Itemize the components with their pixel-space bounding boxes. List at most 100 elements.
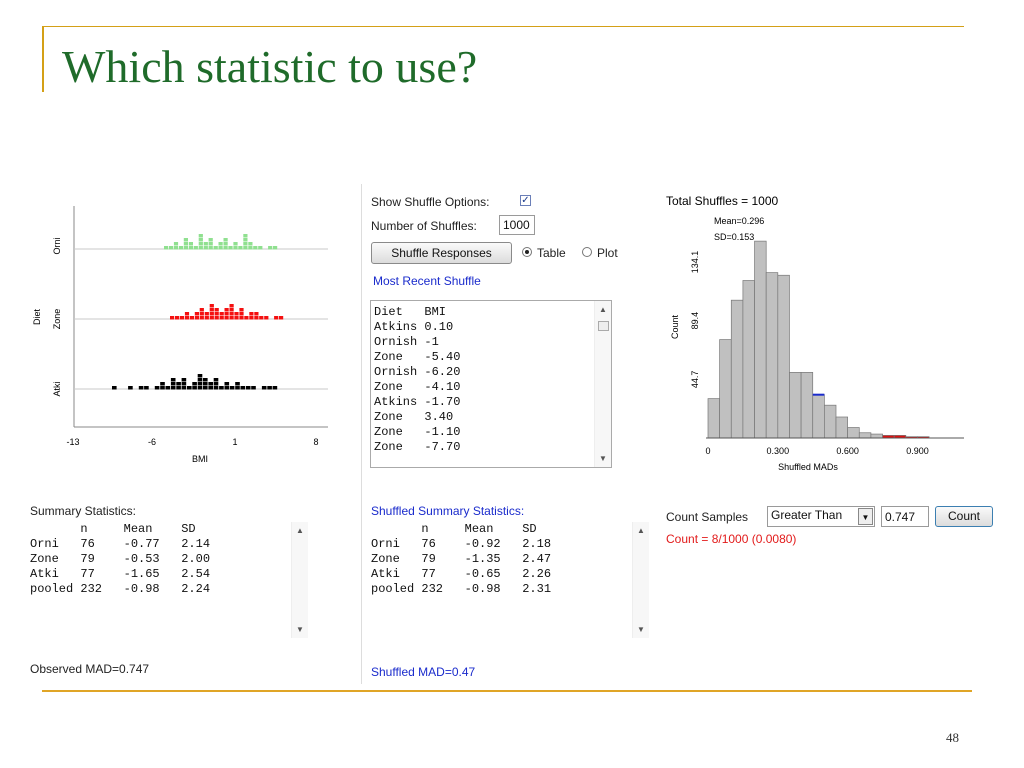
group-label-zone: Zone bbox=[52, 309, 62, 330]
observed-summary-header: n Mean SD bbox=[30, 522, 196, 536]
table-radio-label: Table bbox=[537, 246, 566, 260]
dot-mark bbox=[175, 316, 180, 320]
dot-mark bbox=[219, 386, 224, 390]
dot-mark bbox=[229, 308, 234, 312]
dot-mark bbox=[218, 246, 223, 250]
dot-mark bbox=[188, 246, 193, 250]
histogram-x-label: Shuffled MADs bbox=[778, 462, 838, 472]
dot-mark bbox=[197, 378, 203, 382]
scroll-thumb[interactable] bbox=[598, 321, 609, 331]
dot-mark bbox=[272, 386, 278, 390]
dot-mark bbox=[154, 386, 160, 390]
dot-mark bbox=[160, 386, 165, 390]
threshold-input[interactable] bbox=[881, 506, 929, 527]
dot-mark bbox=[197, 374, 203, 378]
dot-mark bbox=[218, 242, 223, 246]
dot-mark bbox=[253, 246, 258, 250]
scroll-up-icon[interactable]: ▲ bbox=[296, 526, 304, 535]
dot-mark bbox=[229, 386, 235, 390]
shuffled-summary-title: Shuffled Summary Statistics: bbox=[371, 504, 525, 518]
recent-shuffle-header: Diet BMI bbox=[374, 305, 447, 319]
summary-statistics-title: Summary Statistics: bbox=[30, 504, 137, 518]
dotplot-chart: Orni Zone Atki Diet -13 -6 1 8 BMI bbox=[32, 206, 328, 464]
plot-radio[interactable] bbox=[582, 247, 592, 257]
dot-mark bbox=[170, 386, 176, 390]
dot-mark bbox=[239, 316, 244, 320]
histogram-x-tick: 0.900 bbox=[906, 446, 929, 456]
observed-summary-row: Orni 76 -0.77 2.14 bbox=[30, 537, 211, 551]
dot-mark bbox=[213, 246, 218, 250]
shuffle-responses-button[interactable]: Shuffle Responses bbox=[371, 242, 512, 264]
histogram-mean-annotation: Mean=0.296 bbox=[714, 216, 764, 226]
dot-mark bbox=[228, 246, 233, 250]
dot-mark bbox=[219, 316, 224, 320]
dot-mark bbox=[259, 316, 264, 320]
dot-mark bbox=[223, 238, 228, 242]
dot-mark bbox=[198, 242, 203, 246]
dot-mark bbox=[173, 242, 179, 246]
shuffled-summary-box[interactable]: n Mean SD Orni 76 -0.92 2.18 Zone 79 -1.3… bbox=[371, 522, 649, 638]
dot-mark bbox=[249, 316, 254, 320]
scroll-up-icon[interactable]: ▲ bbox=[637, 526, 645, 535]
count-button[interactable]: Count bbox=[935, 506, 993, 527]
dot-mark bbox=[176, 382, 181, 386]
recent-shuffle-list[interactable]: Diet BMI Atkins 0.10 Ornish -1 Zone -5.40 O… bbox=[370, 300, 612, 468]
dot-mark bbox=[138, 386, 144, 390]
dotplot-x-tick: 1 bbox=[232, 437, 237, 447]
shuffled-summary-row: pooled 232 -0.98 2.31 bbox=[371, 582, 552, 596]
scroll-down-icon[interactable]: ▼ bbox=[296, 625, 304, 634]
dot-mark bbox=[208, 246, 213, 250]
dot-mark bbox=[214, 312, 219, 316]
dot-mark bbox=[233, 246, 238, 250]
scroll-down-icon[interactable]: ▼ bbox=[637, 625, 645, 634]
recent-shuffle-row: Zone -7.70 bbox=[374, 440, 461, 454]
dot-mark bbox=[254, 316, 259, 320]
dot-mark bbox=[233, 242, 238, 246]
observed-summary-scrollbar[interactable]: ▲ ▼ bbox=[291, 522, 308, 638]
scroll-up-icon[interactable]: ▲ bbox=[599, 305, 607, 314]
show-shuffle-options-checkbox[interactable]: ✓ bbox=[520, 195, 531, 206]
dot-mark bbox=[209, 308, 214, 312]
recent-shuffle-scrollbar[interactable]: ▲ ▼ bbox=[594, 301, 611, 467]
dot-mark bbox=[176, 386, 181, 390]
dot-mark bbox=[203, 386, 208, 390]
histogram-y-tick: 89.4 bbox=[690, 312, 700, 330]
dot-mark bbox=[274, 316, 279, 320]
direction-select[interactable]: Greater Than ▼ bbox=[767, 506, 875, 527]
dot-mark bbox=[234, 316, 239, 320]
table-radio[interactable] bbox=[522, 247, 532, 257]
bottom-rule bbox=[42, 690, 972, 692]
dot-mark bbox=[198, 246, 203, 250]
dot-mark bbox=[209, 316, 214, 320]
recent-shuffle-row: Ornish -6.20 bbox=[374, 365, 461, 379]
dot-mark bbox=[203, 246, 208, 250]
histogram-bar bbox=[719, 339, 732, 439]
dot-mark bbox=[224, 312, 229, 316]
dot-mark bbox=[267, 386, 272, 390]
dot-mark bbox=[181, 378, 187, 382]
histogram-bar bbox=[847, 427, 860, 439]
chevron-down-icon[interactable]: ▼ bbox=[858, 508, 873, 525]
shuffled-mad: Shuffled MAD=0.47 bbox=[371, 665, 476, 679]
dot-mark bbox=[203, 382, 208, 386]
dot-mark bbox=[170, 316, 175, 320]
histogram-bar bbox=[765, 272, 779, 439]
dot-mark bbox=[178, 246, 184, 250]
dot-mark bbox=[203, 242, 208, 246]
dot-mark bbox=[173, 246, 179, 250]
observed-summary-box[interactable]: n Mean SD Orni 76 -0.77 2.14 Zone 79 -0.5… bbox=[30, 522, 308, 638]
dot-mark bbox=[169, 246, 174, 250]
group-label-atki: Atki bbox=[52, 381, 62, 396]
slide-title: Which statistic to use? bbox=[62, 41, 478, 92]
scroll-down-icon[interactable]: ▼ bbox=[599, 454, 607, 463]
histogram-x-tick: 0.600 bbox=[836, 446, 859, 456]
most-recent-shuffle-link[interactable]: Most Recent Shuffle bbox=[373, 274, 481, 288]
dot-mark bbox=[224, 386, 230, 390]
dot-mark bbox=[170, 382, 176, 386]
dot-mark bbox=[194, 316, 199, 320]
histogram-x-tick: 0 bbox=[705, 446, 710, 456]
recent-shuffle-row: Ornish -1 bbox=[374, 335, 439, 349]
dot-mark bbox=[197, 382, 203, 386]
shuffled-summary-scrollbar[interactable]: ▲ ▼ bbox=[632, 522, 649, 638]
number-of-shuffles-input[interactable] bbox=[499, 215, 535, 235]
